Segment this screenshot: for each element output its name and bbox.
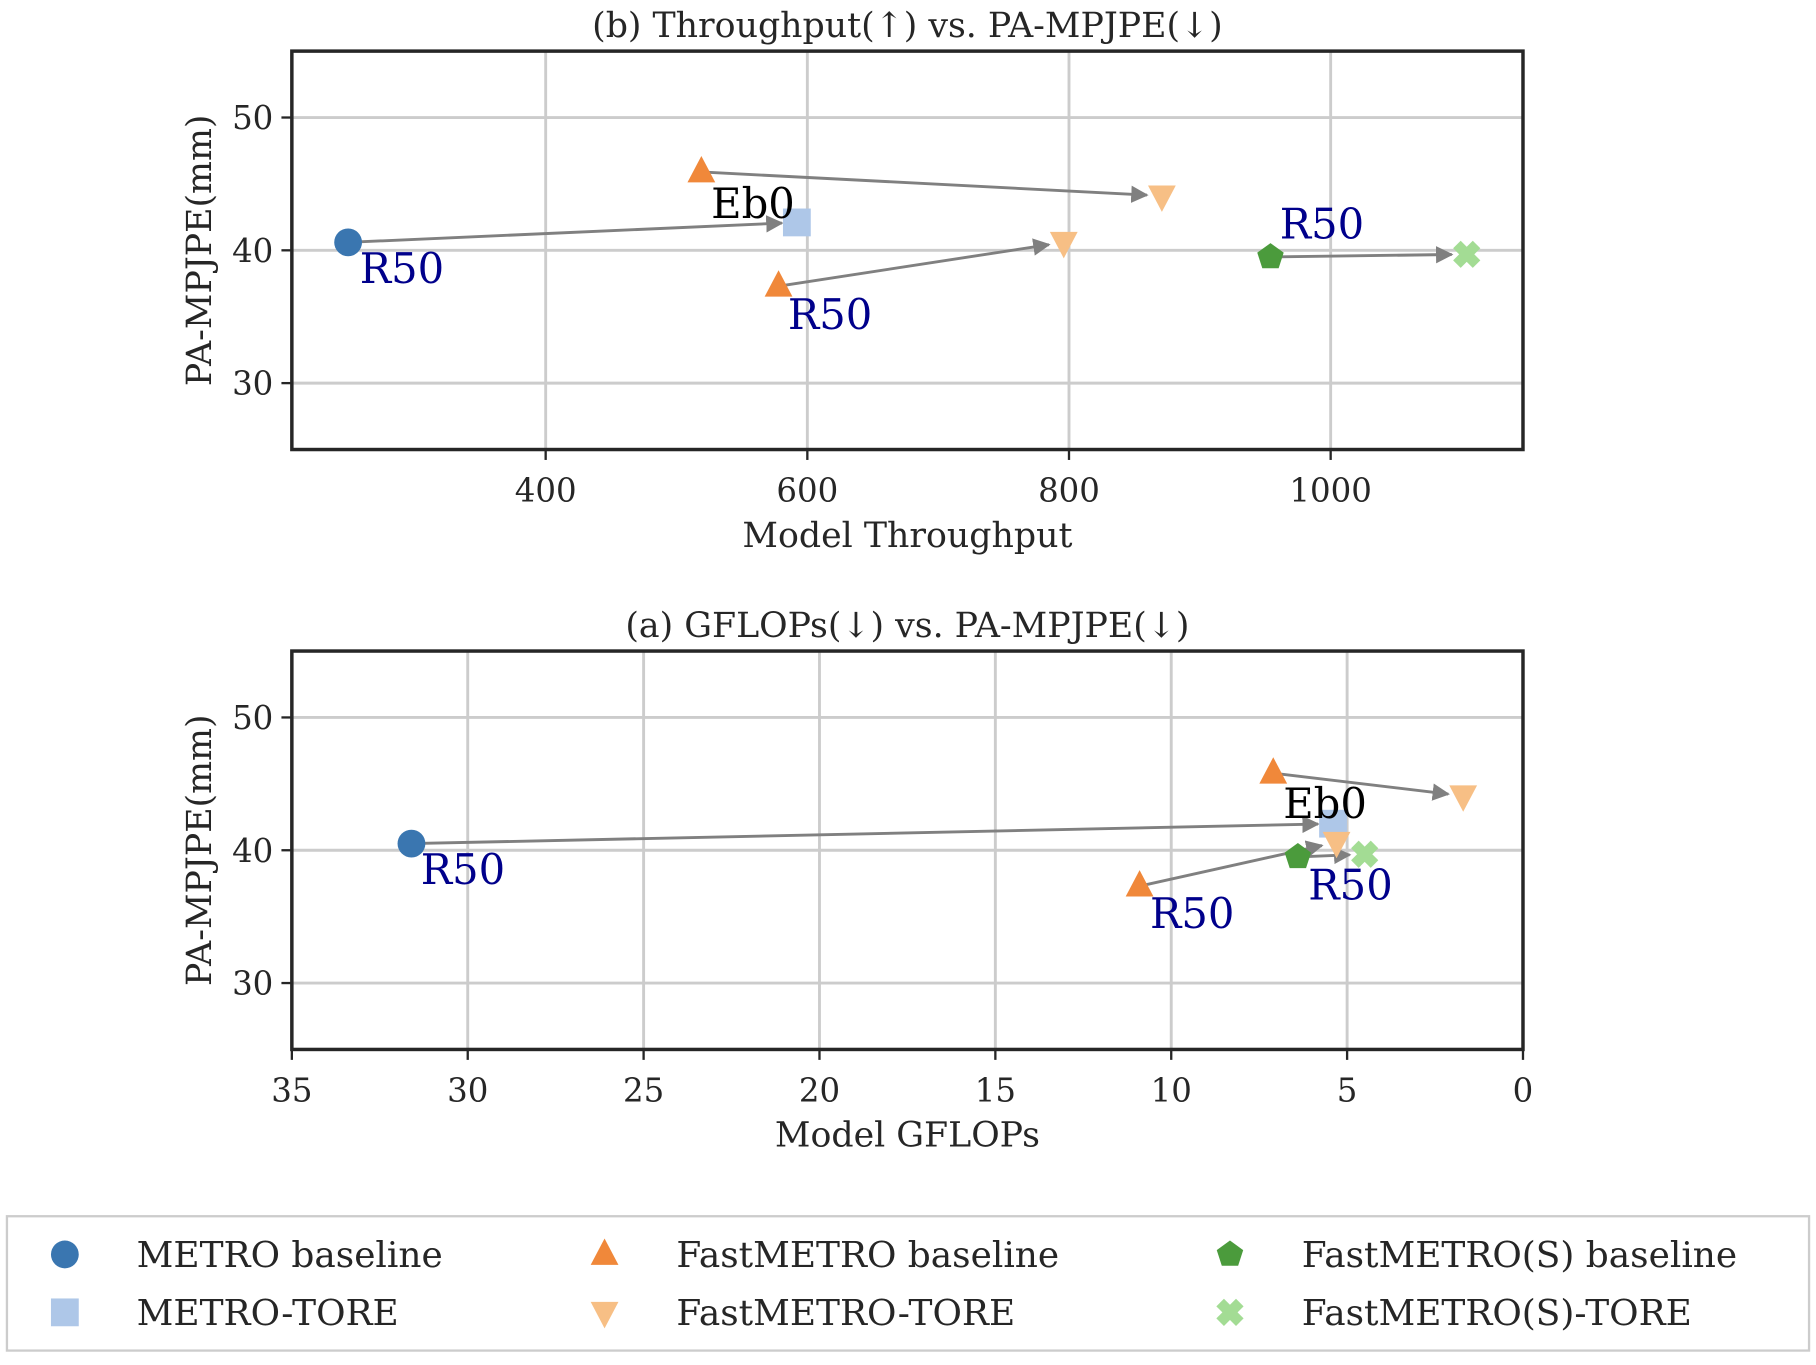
data-point-triangle-down	[1449, 785, 1478, 812]
legend-entry: FastMETRO baseline	[590, 1235, 1059, 1276]
annotation-label: R50	[360, 244, 444, 293]
arrow	[411, 815, 1320, 846]
axes-frame	[290, 49, 1525, 452]
arrow	[1273, 771, 1450, 801]
legend-marker-circle	[50, 1240, 79, 1269]
x-stroke	[1351, 840, 1379, 868]
arrow	[778, 238, 1051, 288]
data-point-circle	[334, 228, 363, 257]
annotation-label: R50	[421, 845, 505, 894]
legend: METRO baseline METRO-TORE FastMETRO baseli…	[5, 1215, 1811, 1352]
legend-marker-triangle-up	[590, 1238, 619, 1265]
legend-marker-x	[1216, 1298, 1244, 1326]
chart-title: (a) GFLOPs(↓) vs. PA-MPJPE(↓)	[625, 606, 1189, 646]
x-axis-label: Model Throughput	[742, 516, 1072, 556]
x-tick-label: 10	[1151, 1072, 1192, 1110]
x-tick-label: 30	[447, 1072, 488, 1110]
arrow	[348, 215, 784, 244]
legend-label: FastMETRO(S) baseline	[1302, 1235, 1737, 1276]
annotation-label: R50	[1150, 889, 1234, 938]
x-tick-label: 600	[776, 472, 838, 510]
annotation-label: R50	[1280, 199, 1364, 248]
arrow	[1270, 246, 1454, 264]
x-tick-label: 15	[975, 1072, 1016, 1110]
data-point-x	[1453, 240, 1481, 268]
data-point-pentagon	[1284, 842, 1312, 869]
x-tick-label: 35	[271, 1072, 312, 1110]
y-tick-label: 50	[232, 699, 273, 737]
data-point-triangle-down	[1322, 831, 1351, 859]
data-point-triangle-down	[1147, 185, 1176, 212]
legend-entry: METRO baseline	[50, 1235, 443, 1276]
data-point-triangle-up	[1125, 870, 1154, 897]
data-point-circle	[397, 829, 426, 858]
legend-label: METRO baseline	[137, 1235, 443, 1276]
x-tick-label: 800	[1038, 472, 1100, 510]
x-tick-label: 1000	[1289, 472, 1371, 510]
x-stroke	[1216, 1298, 1244, 1326]
y-tick-label: 40	[232, 832, 273, 870]
legend-marker-square	[50, 1298, 79, 1327]
y-axis-label: PA-MPJPE(mm)	[180, 115, 220, 387]
annotation-label: Eb0	[711, 179, 795, 228]
x-stroke	[1453, 240, 1481, 268]
y-axis-label: PA-MPJPE(mm)	[180, 714, 220, 986]
chart-title: (b) Throughput(↑) vs. PA-MPJPE(↓)	[592, 6, 1223, 46]
data-point-triangle-up	[687, 155, 716, 183]
y-tick-label: 30	[232, 365, 273, 403]
legend-marker-pentagon	[1216, 1240, 1244, 1266]
arrow	[701, 170, 1149, 203]
x-tick-label: 0	[1513, 1072, 1534, 1110]
annotation-label: R50	[1308, 861, 1392, 910]
data-point-square	[782, 208, 811, 237]
legend-entry: METRO-TORE	[50, 1293, 399, 1334]
legend-label: FastMETRO(S)-TORE	[1302, 1293, 1692, 1334]
legend-entry: FastMETRO(S)-TORE	[1216, 1293, 1692, 1334]
y-tick-label: 40	[232, 232, 273, 270]
legend-label: METRO-TORE	[137, 1293, 399, 1334]
data-point-triangle-down	[1049, 231, 1078, 259]
data-point-triangle-up	[1259, 757, 1288, 784]
chart-0: 400 600 800 1000 30 40 50 (b) Throughput(↑) vs.…	[180, 6, 1525, 556]
legend-label: FastMETRO baseline	[676, 1235, 1059, 1276]
data-point-triangle-up	[764, 270, 793, 297]
data-point-x	[1351, 840, 1379, 868]
y-tick-label: 50	[232, 99, 273, 137]
x-axis-label: Model GFLOPs	[775, 1116, 1040, 1156]
legend-entry: FastMETRO-TORE	[590, 1293, 1015, 1334]
legend-label: FastMETRO-TORE	[676, 1293, 1015, 1334]
axes-frame	[290, 649, 1525, 1052]
x-tick-label: 5	[1337, 1072, 1358, 1110]
legend-marker-triangle-down	[590, 1301, 619, 1329]
x-tick-label: 400	[515, 472, 577, 510]
y-tick-label: 30	[232, 965, 273, 1003]
annotation-label: R50	[788, 290, 872, 339]
data-point-pentagon	[1257, 243, 1284, 269]
x-tick-label: 25	[623, 1072, 664, 1110]
legend-entry: FastMETRO(S) baseline	[1216, 1235, 1737, 1276]
annotation-label: Eb0	[1283, 779, 1367, 828]
x-tick-label: 20	[799, 1072, 840, 1110]
legend-frame	[5, 1215, 1811, 1352]
